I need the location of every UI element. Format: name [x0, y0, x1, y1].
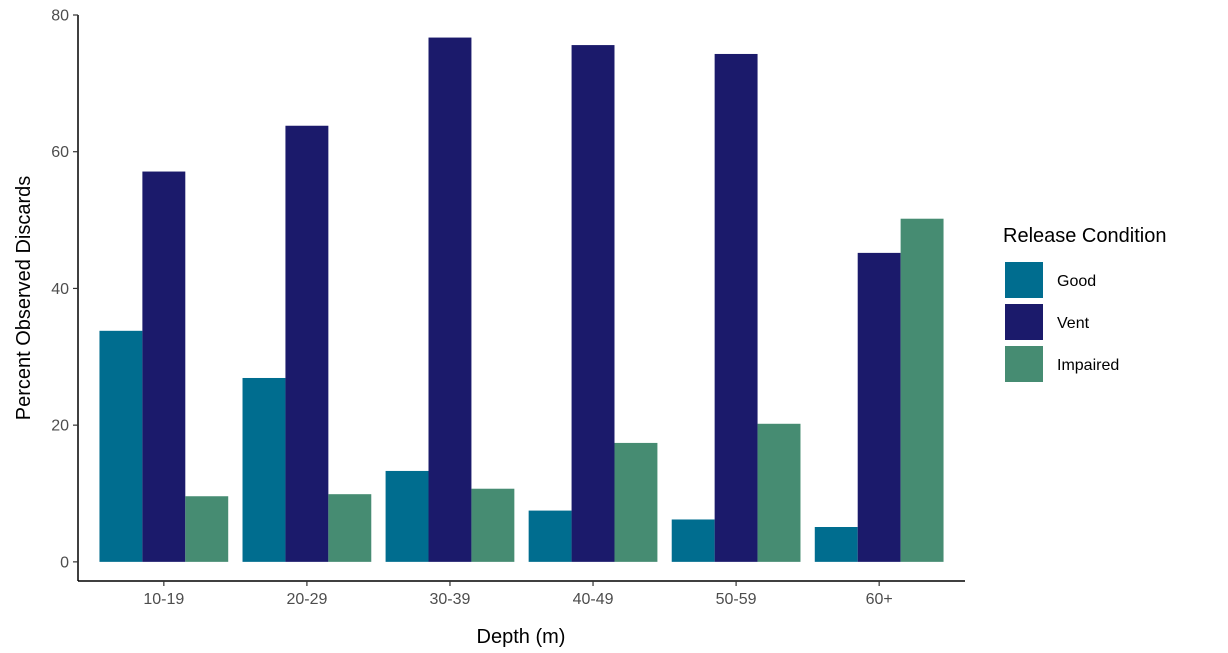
- bar-vent-30-39: [428, 37, 472, 562]
- bar-vent-20-29: [285, 125, 329, 562]
- x-tick-label: 40-49: [573, 591, 614, 608]
- bar-good-40-49: [528, 510, 572, 562]
- bar-vent-10-19: [142, 171, 186, 562]
- legend-title: Release Condition: [1003, 225, 1166, 247]
- bar-vent-40-49: [571, 45, 615, 562]
- bar-good-10-19: [99, 330, 143, 562]
- x-tick-label: 10-19: [143, 591, 184, 608]
- y-tick-label: 40: [51, 281, 69, 298]
- bar-impaired-10-19: [185, 496, 229, 562]
- legend-label-impaired: Impaired: [1057, 357, 1119, 374]
- bar-impaired-20-29: [328, 494, 372, 562]
- y-axis-title: Percent Observed Discards: [13, 176, 35, 421]
- x-tick-label: 50-59: [716, 591, 757, 608]
- y-axis: 0 20 40 60 80: [51, 8, 79, 581]
- bar-vent-60+: [857, 252, 901, 562]
- legend-key-impaired: [1005, 346, 1043, 382]
- bar-vent-50-59: [714, 53, 758, 562]
- bar-good-30-39: [385, 470, 429, 562]
- bar-impaired-50-59: [757, 423, 801, 562]
- legend-key-good: [1005, 262, 1043, 298]
- bar-impaired-30-39: [471, 488, 515, 562]
- legend-label-vent: Vent: [1057, 315, 1090, 332]
- legend-items: Good Vent Impaired: [1005, 262, 1119, 382]
- y-tick-label: 80: [51, 8, 69, 25]
- bar-impaired-60+: [900, 218, 944, 562]
- x-tick-label: 20-29: [286, 591, 327, 608]
- x-axis-title: Depth (m): [477, 626, 566, 648]
- legend: Release Condition Good Vent Impaired: [1003, 225, 1166, 382]
- y-tick-label: 60: [51, 144, 69, 161]
- bar-good-20-29: [242, 377, 286, 562]
- bar-good-60+: [814, 527, 858, 562]
- x-axis: 10-19 20-29 30-39 40-49 50-59 60+: [78, 580, 965, 608]
- x-tick-label: 60+: [866, 591, 893, 608]
- bar-impaired-40-49: [614, 442, 658, 562]
- legend-key-vent: [1005, 304, 1043, 340]
- y-tick-label: 0: [60, 554, 69, 571]
- y-tick-label: 20: [51, 418, 69, 435]
- bars-layer: [99, 37, 944, 562]
- x-tick-label: 30-39: [430, 591, 471, 608]
- legend-label-good: Good: [1057, 273, 1096, 290]
- bar-good-50-59: [671, 519, 715, 562]
